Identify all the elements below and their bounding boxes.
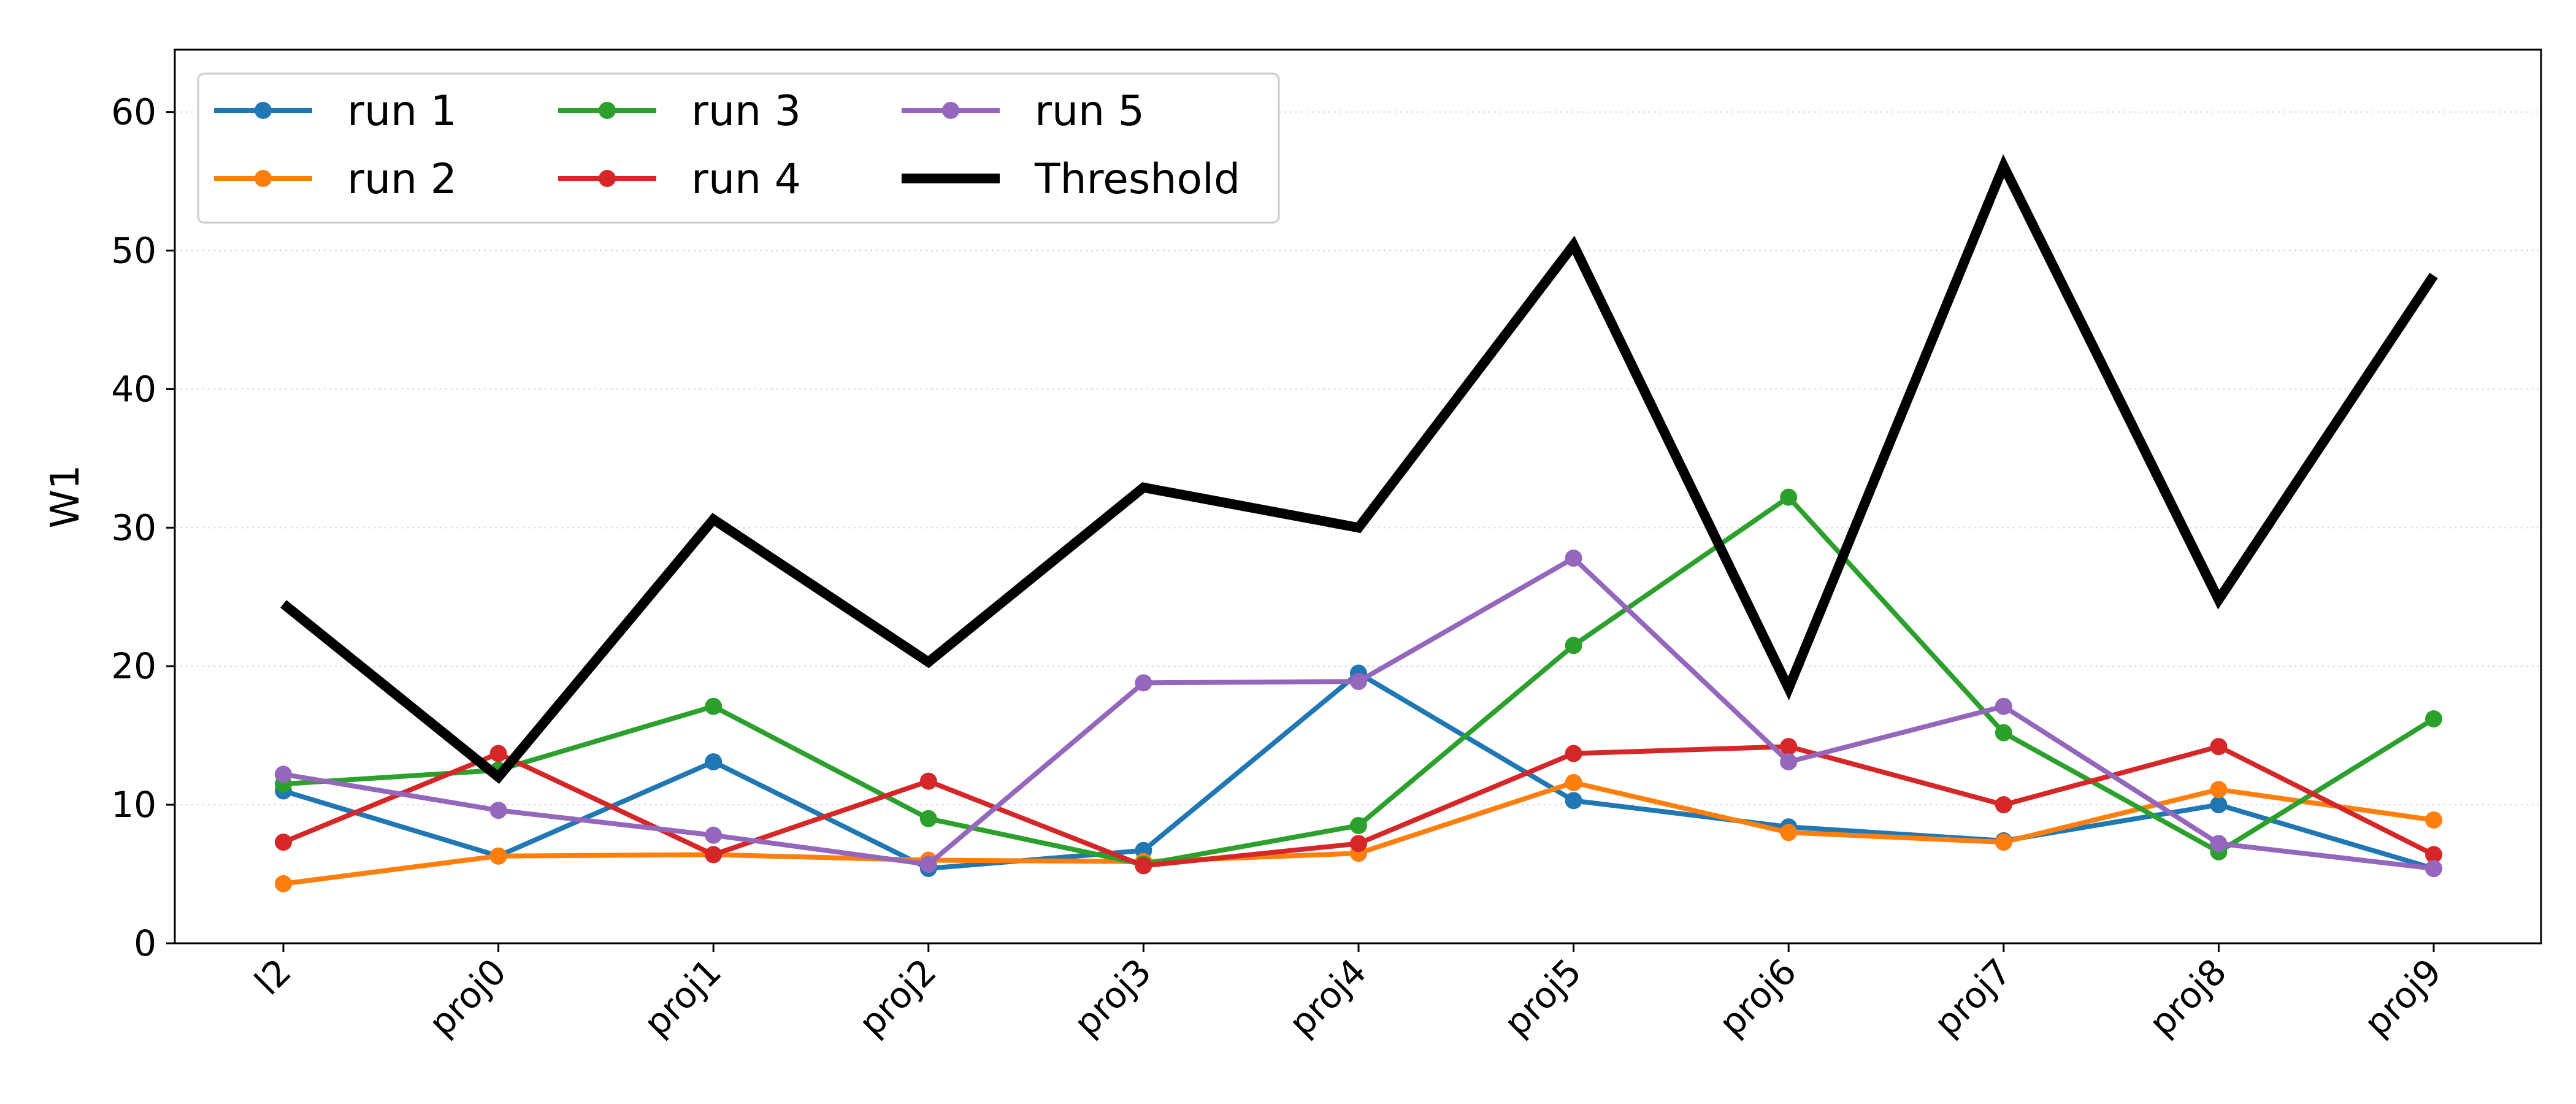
series-run-5 xyxy=(275,550,2442,878)
point-run-2-proj9 xyxy=(2425,811,2442,829)
legend-item-run-3: run 3 xyxy=(558,87,801,136)
legend-label-threshold: Threshold xyxy=(1034,155,1240,204)
point-run-5-proj7 xyxy=(1995,697,2012,715)
point-run-1-proj8 xyxy=(2210,796,2228,814)
point-run-1-proj5 xyxy=(1565,792,1582,810)
point-run-4-proj0 xyxy=(489,745,507,762)
point-run-4-proj7 xyxy=(1995,796,2012,814)
legend-item-run-1: run 1 xyxy=(214,87,457,136)
y-tick-label-50: 50 xyxy=(111,230,156,272)
point-run-5-proj9 xyxy=(2425,860,2442,878)
y-tick-label-10: 10 xyxy=(111,784,156,826)
point-run-3-proj7 xyxy=(1995,724,2012,742)
legend-marker-run-3 xyxy=(599,102,616,119)
point-run-5-proj5 xyxy=(1565,550,1582,567)
legend-label-run-4: run 4 xyxy=(691,155,801,204)
legend-marker-run-5 xyxy=(942,102,959,119)
y-tick-label-40: 40 xyxy=(111,368,156,410)
point-run-4-proj6 xyxy=(1780,738,1798,756)
point-run-5-proj4 xyxy=(1350,673,1367,691)
point-run-3-proj9 xyxy=(2425,710,2442,728)
point-run-4-proj4 xyxy=(1350,835,1367,853)
legend-marker-run-2 xyxy=(255,170,272,187)
point-run-4-proj2 xyxy=(919,772,937,790)
point-run-5-proj8 xyxy=(2210,835,2228,853)
legend-marker-run-1 xyxy=(255,102,272,119)
series-run-4 xyxy=(275,738,2442,875)
point-run-3-proj5 xyxy=(1565,637,1582,654)
series-lines xyxy=(275,154,2442,892)
point-run-4-proj3 xyxy=(1135,857,1152,875)
point-run-2-proj8 xyxy=(2210,781,2228,799)
point-run-5-proj6 xyxy=(1780,753,1798,771)
point-run-4-proj5 xyxy=(1565,745,1582,762)
legend-item-run-5: run 5 xyxy=(902,87,1144,136)
point-run-4-proj1 xyxy=(705,846,723,864)
series-line-threshold xyxy=(280,154,2438,784)
point-run-5-proj2 xyxy=(919,856,937,873)
point-run-1-proj1 xyxy=(705,753,723,771)
y-axis: 0 10 20 30 40 50 60 xyxy=(111,91,175,964)
point-run-5-l2 xyxy=(275,765,292,783)
point-run-4-l2 xyxy=(275,834,292,851)
point-run-5-proj3 xyxy=(1135,674,1152,692)
point-run-2-proj6 xyxy=(1780,824,1798,841)
legend-marker-run-4 xyxy=(599,170,616,187)
legend-item-run-4: run 4 xyxy=(558,155,801,204)
point-run-2-proj5 xyxy=(1565,773,1582,791)
point-run-2-proj0 xyxy=(489,847,507,865)
point-run-3-proj6 xyxy=(1780,488,1798,506)
legend-label-run-3: run 3 xyxy=(691,87,801,136)
y-tick-label-30: 30 xyxy=(111,507,156,548)
point-run-4-proj8 xyxy=(2210,738,2228,756)
legend-box xyxy=(197,72,1280,224)
point-run-2-proj7 xyxy=(1995,834,2012,851)
point-run-3-proj1 xyxy=(705,697,723,715)
point-run-4-proj9 xyxy=(2425,846,2442,864)
y-tick-label-60: 60 xyxy=(111,91,156,133)
legend-label-run-1: run 1 xyxy=(347,87,457,136)
point-run-5-proj0 xyxy=(489,802,507,819)
legend-item-run-2: run 2 xyxy=(214,155,457,204)
legend-label-run-5: run 5 xyxy=(1035,87,1144,136)
y-tick-label-0: 0 xyxy=(134,922,156,964)
series-run-2 xyxy=(275,773,2442,892)
point-run-5-proj1 xyxy=(705,826,723,844)
series-threshold xyxy=(280,154,2438,784)
legend-label-run-2: run 2 xyxy=(347,155,457,204)
point-run-3-proj4 xyxy=(1350,816,1367,834)
legend: run 1 run 2 run 3 run 4 run 5 Threshold xyxy=(197,72,1280,224)
y-axis-label: W1 xyxy=(43,465,88,529)
point-run-3-proj2 xyxy=(919,810,937,827)
point-run-2-l2 xyxy=(275,875,292,892)
legend-item-threshold: Threshold xyxy=(902,155,1240,204)
y-tick-label-20: 20 xyxy=(111,645,156,687)
